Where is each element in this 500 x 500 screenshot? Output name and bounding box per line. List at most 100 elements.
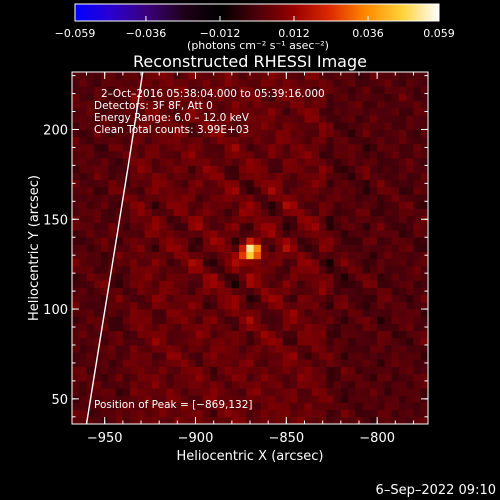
heatmap-cell — [377, 79, 385, 87]
heatmap-cell — [144, 244, 153, 252]
heatmap-cell — [406, 230, 414, 238]
heatmap-cell — [398, 251, 407, 260]
heatmap-cell — [166, 237, 175, 245]
heatmap-cell — [122, 230, 131, 238]
heatmap-cell — [231, 122, 240, 130]
heatmap-cell — [297, 100, 305, 109]
heatmap-cell — [398, 280, 407, 288]
heatmap-cell — [340, 402, 349, 411]
heatmap-cell — [377, 208, 385, 217]
heatmap-cell — [144, 136, 153, 145]
heatmap-cell — [304, 165, 313, 173]
heatmap-cell — [275, 158, 284, 166]
heatmap-cell — [115, 208, 124, 217]
heatmap-cell — [304, 136, 313, 145]
heatmap-cell — [231, 323, 240, 332]
heatmap-cell — [231, 409, 240, 418]
heatmap-cell — [297, 316, 305, 324]
heatmap-cell — [79, 251, 87, 260]
heatmap-cell — [311, 337, 320, 346]
heatmap-cell — [239, 323, 247, 332]
heatmap-cell — [282, 129, 291, 138]
heatmap-cell — [420, 309, 428, 317]
heatmap-cell — [246, 265, 255, 274]
heatmap-cell — [340, 409, 349, 418]
heatmap-cell — [398, 79, 407, 87]
heatmap-cell — [151, 100, 160, 109]
heatmap-cell — [108, 136, 116, 145]
heatmap-cell — [180, 366, 189, 375]
heatmap-cell — [260, 402, 269, 411]
heatmap-cell — [377, 186, 385, 195]
heatmap-cell — [188, 158, 196, 166]
heatmap-cell — [93, 72, 102, 80]
heatmap-cell — [210, 388, 218, 396]
colorbar-gradient — [74, 3, 440, 22]
heatmap-cell — [166, 409, 175, 418]
heatmap-cell — [333, 79, 342, 87]
heatmap-cell — [180, 251, 189, 260]
heatmap-cell — [413, 251, 422, 260]
heatmap-cell — [420, 359, 428, 367]
heatmap-cell — [377, 151, 385, 159]
heatmap-cell — [282, 402, 291, 411]
heatmap-cell — [348, 366, 356, 375]
heatmap-cell — [362, 172, 371, 181]
heatmap-cell — [151, 201, 160, 209]
heatmap-cell — [319, 280, 327, 288]
heatmap-cell — [130, 201, 138, 209]
heatmap-cell — [369, 165, 378, 173]
heatmap-cell — [355, 179, 364, 188]
heatmap-cell — [195, 222, 204, 231]
heatmap-cell — [326, 301, 334, 310]
heatmap-cell — [391, 373, 400, 382]
heatmap-cell — [122, 244, 131, 252]
heatmap-cell — [275, 151, 284, 159]
heatmap-cell — [289, 129, 298, 138]
heatmap-cell — [217, 359, 225, 367]
heatmap-cell — [260, 194, 269, 202]
heatmap-cell — [159, 409, 167, 418]
heatmap-cell — [311, 172, 320, 181]
heatmap-cell — [173, 72, 182, 80]
heatmap-cell — [180, 395, 189, 403]
heatmap-cell — [115, 222, 124, 231]
heatmap-cell — [144, 395, 153, 403]
heatmap-cell — [369, 72, 378, 80]
heatmap-cell — [275, 301, 284, 310]
heatmap-cell — [239, 158, 247, 166]
heatmap-cell — [260, 251, 269, 260]
heatmap-cell — [93, 208, 102, 217]
heatmap-cell — [355, 72, 364, 80]
heatmap-cell — [355, 287, 364, 296]
heatmap-cell — [144, 151, 153, 159]
heatmap-cell — [93, 100, 102, 109]
heatmap-cell — [369, 107, 378, 116]
heatmap-cell — [202, 222, 211, 231]
heatmap-cell — [413, 273, 422, 281]
heatmap-cell — [413, 86, 422, 94]
heatmap-cell — [217, 222, 225, 231]
heatmap-cell — [239, 107, 247, 116]
heatmap-cell — [202, 416, 211, 424]
heatmap-cell — [319, 179, 327, 188]
heatmap-cell — [362, 237, 371, 245]
heatmap-cell — [231, 301, 240, 310]
heatmap-cell — [217, 244, 225, 252]
heatmap-cell — [224, 330, 233, 339]
heatmap-cell — [166, 395, 175, 403]
heatmap-cell — [398, 244, 407, 252]
heatmap-cell — [246, 129, 255, 138]
heatmap-cell — [79, 208, 87, 217]
heatmap-cell — [333, 280, 342, 288]
heatmap-cell — [282, 373, 291, 382]
heatmap-cell — [275, 402, 284, 411]
heatmap-cell — [384, 222, 393, 231]
heatmap-cell — [224, 201, 233, 209]
heatmap-cell — [217, 280, 225, 288]
heatmap-cell — [188, 194, 196, 202]
heatmap-cell — [348, 309, 356, 317]
heatmap-cell — [311, 244, 320, 252]
heatmap-cell — [413, 409, 422, 418]
heatmap-cell — [282, 380, 291, 389]
